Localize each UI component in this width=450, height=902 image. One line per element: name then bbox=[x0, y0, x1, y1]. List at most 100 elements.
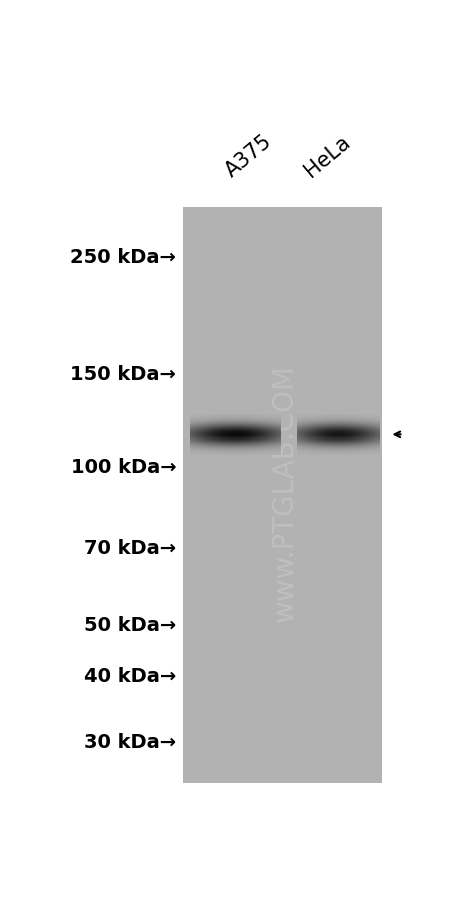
Bar bbox=[280, 419, 281, 420]
Bar bbox=[306, 432, 307, 433]
Bar bbox=[326, 433, 327, 434]
Bar bbox=[233, 421, 234, 422]
Bar bbox=[322, 438, 323, 439]
Bar bbox=[221, 418, 222, 419]
Bar bbox=[213, 443, 214, 444]
Bar bbox=[358, 444, 359, 446]
Bar bbox=[348, 432, 349, 433]
Bar bbox=[364, 446, 365, 447]
Bar bbox=[336, 427, 337, 428]
Bar bbox=[354, 427, 355, 428]
Bar bbox=[346, 423, 347, 425]
Bar bbox=[229, 449, 230, 450]
Bar bbox=[318, 432, 319, 433]
Bar bbox=[350, 422, 351, 423]
Bar bbox=[363, 446, 364, 447]
Bar bbox=[348, 416, 349, 418]
Bar bbox=[264, 449, 265, 450]
Bar bbox=[378, 429, 379, 430]
Bar bbox=[366, 427, 367, 428]
Bar bbox=[355, 442, 356, 443]
Bar bbox=[348, 434, 349, 435]
Bar bbox=[344, 444, 345, 446]
Bar bbox=[204, 449, 205, 450]
Bar bbox=[267, 443, 268, 444]
Bar bbox=[303, 436, 304, 437]
Bar bbox=[198, 436, 199, 437]
Bar bbox=[360, 437, 361, 438]
Bar bbox=[265, 432, 266, 433]
Bar bbox=[279, 426, 280, 427]
Bar bbox=[225, 429, 226, 430]
Bar bbox=[264, 414, 265, 415]
Bar bbox=[240, 422, 241, 423]
Bar bbox=[353, 419, 354, 420]
Bar bbox=[327, 425, 328, 426]
Bar bbox=[209, 423, 210, 425]
Bar bbox=[358, 415, 359, 416]
Bar bbox=[243, 453, 244, 454]
Bar bbox=[328, 425, 329, 426]
Bar bbox=[303, 440, 304, 441]
Bar bbox=[371, 420, 372, 421]
Bar bbox=[262, 454, 263, 455]
Bar bbox=[334, 455, 335, 456]
Bar bbox=[210, 455, 211, 456]
Bar bbox=[320, 425, 321, 426]
Bar bbox=[369, 430, 370, 432]
Bar bbox=[262, 443, 263, 444]
Bar bbox=[205, 433, 206, 434]
Bar bbox=[345, 444, 346, 446]
Bar bbox=[335, 447, 336, 448]
Bar bbox=[228, 440, 229, 441]
Bar bbox=[370, 442, 371, 443]
Bar bbox=[378, 455, 379, 456]
Bar bbox=[356, 423, 357, 425]
Bar bbox=[304, 421, 305, 422]
Bar bbox=[267, 450, 268, 451]
Bar bbox=[220, 416, 221, 418]
Bar bbox=[218, 437, 219, 438]
Bar bbox=[236, 428, 237, 429]
Bar bbox=[204, 437, 205, 438]
Bar bbox=[372, 440, 373, 441]
Bar bbox=[356, 438, 357, 439]
Bar bbox=[262, 427, 263, 428]
Bar bbox=[269, 427, 270, 428]
Bar bbox=[360, 429, 361, 430]
Bar bbox=[268, 446, 269, 447]
Bar bbox=[344, 423, 345, 425]
Bar bbox=[268, 425, 269, 426]
Bar bbox=[354, 450, 355, 451]
Bar bbox=[267, 453, 268, 454]
Bar bbox=[328, 426, 329, 427]
Bar bbox=[276, 420, 277, 421]
Bar bbox=[263, 438, 264, 439]
Bar bbox=[343, 418, 344, 419]
Bar bbox=[354, 428, 355, 429]
Bar bbox=[205, 451, 206, 453]
Bar bbox=[208, 449, 209, 450]
Bar bbox=[323, 428, 324, 429]
Bar bbox=[311, 419, 312, 420]
Bar bbox=[208, 436, 209, 437]
Bar bbox=[241, 437, 242, 438]
Bar bbox=[259, 430, 260, 432]
Bar bbox=[336, 432, 337, 433]
Bar bbox=[279, 423, 280, 425]
Bar bbox=[231, 430, 232, 432]
Bar bbox=[354, 437, 355, 438]
Bar bbox=[225, 440, 226, 441]
Bar bbox=[259, 450, 260, 451]
Bar bbox=[297, 414, 298, 415]
Bar bbox=[217, 450, 218, 451]
Bar bbox=[307, 451, 308, 453]
Bar bbox=[218, 430, 219, 432]
Bar bbox=[257, 414, 258, 415]
Bar bbox=[224, 423, 225, 425]
Bar bbox=[341, 443, 342, 444]
Bar bbox=[204, 428, 205, 429]
Bar bbox=[252, 451, 253, 453]
Bar bbox=[334, 423, 335, 425]
Bar bbox=[230, 450, 231, 451]
